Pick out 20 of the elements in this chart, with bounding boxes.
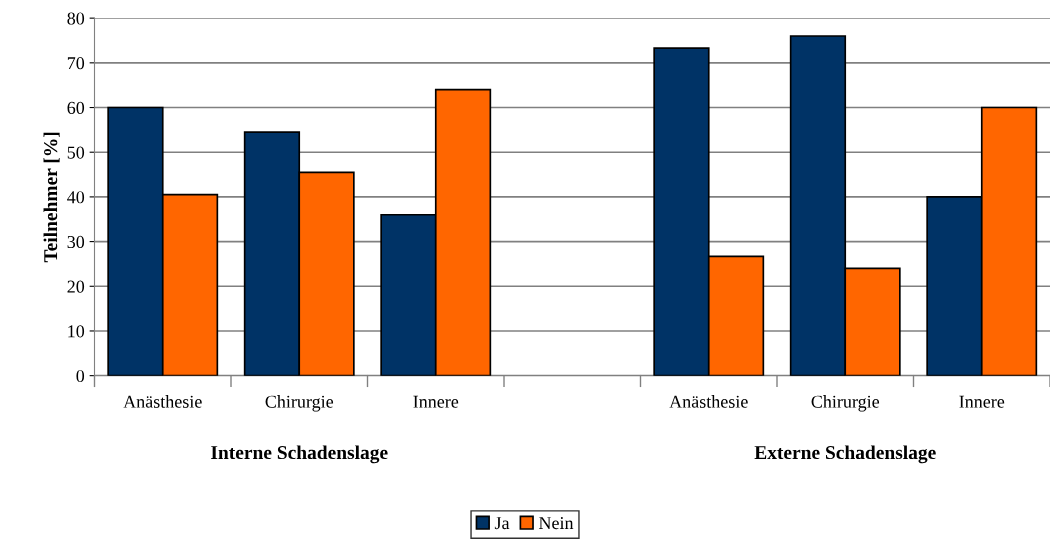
x-tick-label: Anästhesie [123, 395, 202, 408]
y-tick-label: 70 [67, 57, 85, 70]
legend-label: Nein [538, 517, 574, 530]
y-tick-label: 0 [76, 369, 85, 383]
x-tick-label: Innere [413, 395, 459, 408]
y-axis-title: Teilnehmer [%] [43, 132, 60, 263]
y-tick-label: 60 [67, 101, 85, 114]
x-tick-label: Chirurgie [265, 395, 334, 412]
y-tick-label: 30 [67, 235, 85, 249]
x-tick-label: Chirurgie [811, 395, 880, 412]
x-tick-label: Anästhesie [669, 395, 748, 408]
x-tick-label: Innere [959, 395, 1005, 408]
y-tick-label: 40 [67, 191, 85, 204]
y-tick-label: 10 [68, 325, 85, 338]
y-tick-label: 80 [67, 12, 85, 25]
legend-label: Ja [494, 517, 510, 530]
text: Interne Schadenslage [211, 445, 388, 464]
text: Externe Schadenslage [754, 445, 936, 464]
y-tick-label: 20 [67, 280, 85, 293]
y-tick-label: 50 [67, 146, 85, 159]
